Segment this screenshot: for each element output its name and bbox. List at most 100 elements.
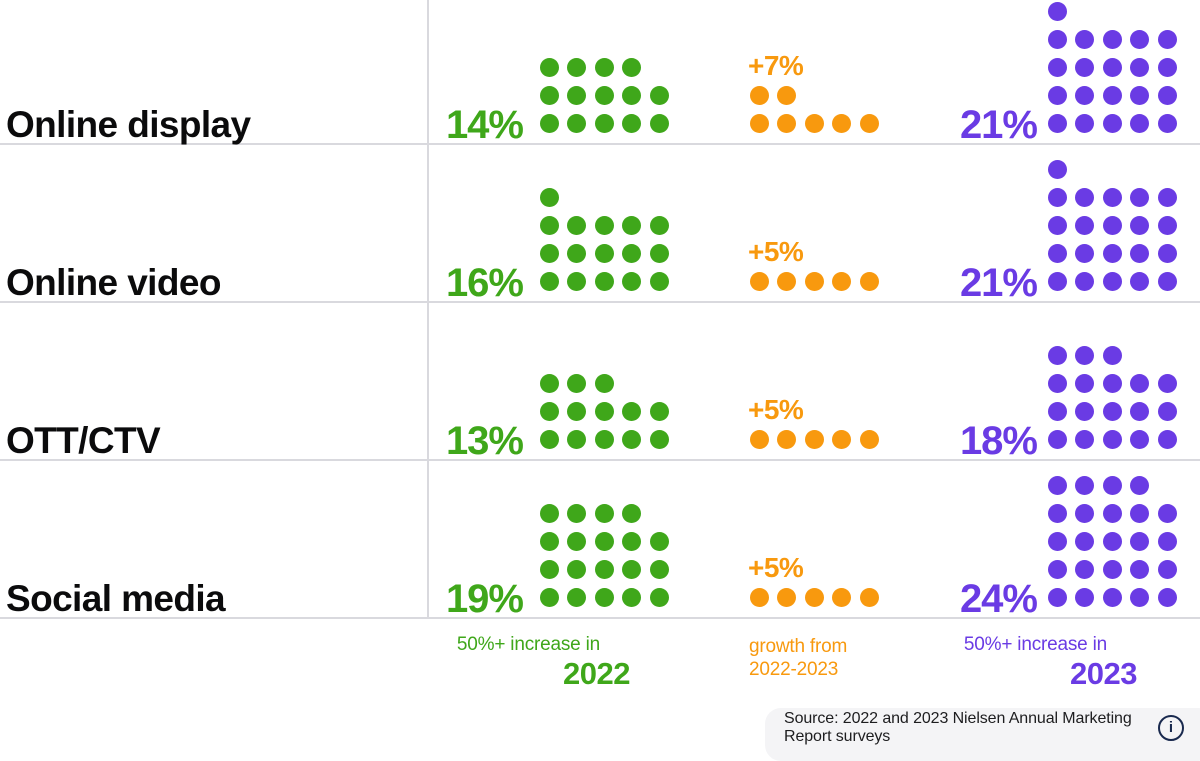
waffle-dot-2022	[594, 588, 614, 607]
waffle-dot-growth	[804, 430, 824, 449]
waffle-dot-2022	[594, 272, 614, 291]
growth-value: +5%	[748, 236, 804, 267]
waffle-dot-2023	[1157, 430, 1177, 449]
waffle-dot-2022	[622, 532, 642, 551]
waffle-dot-2022	[567, 272, 587, 291]
waffle-dot-2022	[540, 374, 559, 393]
waffle-dot-2022	[567, 588, 587, 607]
waffle-dot-growth	[777, 86, 797, 105]
pct-2022-value: 16%	[445, 261, 524, 305]
waffle-dot-2022	[649, 560, 669, 579]
waffle-dot-2023	[1048, 58, 1067, 77]
pct-2023-value: 21%	[959, 103, 1038, 147]
waffle-dot-2022	[649, 114, 669, 133]
waffle-dot-2023	[1157, 402, 1177, 421]
waffle-dot-2023	[1075, 114, 1095, 133]
waffle-dot-2022	[567, 430, 587, 449]
waffle-dot-2022	[649, 86, 669, 105]
waffle-dot-2023	[1130, 532, 1150, 551]
category-label: Social media	[6, 578, 226, 619]
waffle-dot-2022	[649, 588, 669, 607]
waffle-dot-2022	[594, 402, 614, 421]
category-label: Online video	[6, 262, 221, 303]
waffle-dot-2023	[1102, 504, 1122, 523]
waffle-dot-2023	[1130, 402, 1150, 421]
waffle-dot-growth	[777, 588, 797, 607]
waffle-dot-2023	[1102, 476, 1122, 495]
waffle-dot-2023	[1102, 346, 1122, 365]
waffle-dot-growth	[750, 430, 769, 449]
waffle-dot-2023	[1130, 114, 1150, 133]
waffle-dot-2022	[540, 244, 559, 263]
waffle-dot-2023	[1102, 560, 1122, 579]
waffle-dot-2022	[594, 86, 614, 105]
waffle-dot-2022	[622, 504, 642, 523]
source-footer: Source: 2022 and 2023 Nielsen Annual Mar…	[765, 708, 1200, 761]
waffle-dot-growth	[750, 588, 769, 607]
waffle-dot-2023	[1157, 504, 1177, 523]
waffle-dot-2022	[567, 216, 587, 235]
waffle-dot-2023	[1130, 216, 1150, 235]
waffle-dot-2023	[1130, 430, 1150, 449]
waffle-dot-2023	[1102, 188, 1122, 207]
waffle-dot-2023	[1048, 402, 1067, 421]
waffle-dot-2022	[567, 86, 587, 105]
waffle-dot-2022	[649, 402, 669, 421]
legend-2023-year: 2023	[1070, 656, 1137, 691]
waffle-dot-2022	[567, 402, 587, 421]
waffle-dot-2023	[1102, 272, 1122, 291]
waffle-dot-2022	[567, 374, 587, 393]
waffle-dot-2022	[594, 58, 614, 77]
waffle-dot-2022	[622, 114, 642, 133]
waffle-dot-2022	[622, 244, 642, 263]
waffle-dot-2023	[1048, 430, 1067, 449]
waffle-dot-growth	[832, 114, 852, 133]
waffle-dot-2022	[540, 588, 559, 607]
waffle-dot-2023	[1130, 86, 1150, 105]
waffle-dot-2023	[1075, 346, 1095, 365]
pct-2023-value: 18%	[959, 419, 1038, 463]
waffle-dot-2022	[567, 244, 587, 263]
info-icon[interactable]: i	[1158, 714, 1184, 741]
waffle-dot-2022	[622, 430, 642, 449]
waffle-dot-2022	[622, 588, 642, 607]
waffle-dot-2023	[1048, 560, 1067, 579]
waffle-dot-2023	[1075, 430, 1095, 449]
waffle-dot-2023	[1075, 244, 1095, 263]
growth-value: +5%	[748, 394, 804, 425]
waffle-dot-2022	[540, 504, 559, 523]
waffle-dot-growth	[777, 114, 797, 133]
pct-2023-value: 21%	[959, 261, 1038, 305]
waffle-dot-2022	[540, 86, 559, 105]
waffle-dot-2023	[1130, 504, 1150, 523]
waffle-dot-2022	[622, 560, 642, 579]
growth-value: +5%	[748, 552, 804, 583]
waffle-dot-2022	[540, 58, 559, 77]
waffle-dot-2022	[567, 532, 587, 551]
waffle-dot-2022	[540, 216, 559, 235]
waffle-dot-2023	[1157, 588, 1177, 607]
waffle-dot-2023	[1157, 532, 1177, 551]
row-divider	[0, 617, 1200, 619]
waffle-dot-2022	[622, 272, 642, 291]
waffle-dot-growth	[859, 114, 879, 133]
waffle-dot-2022	[649, 430, 669, 449]
waffle-dot-2023	[1048, 86, 1067, 105]
waffle-dot-2023	[1048, 160, 1067, 179]
waffle-dot-2023	[1157, 30, 1177, 49]
waffle-dot-2022	[649, 244, 669, 263]
waffle-dot-2023	[1102, 402, 1122, 421]
waffle-dot-growth	[859, 430, 879, 449]
waffle-dot-growth	[750, 86, 769, 105]
legend-2023-caption: 50%+ increase in	[963, 634, 1107, 655]
waffle-dot-2023	[1075, 188, 1095, 207]
waffle-dot-2022	[540, 272, 559, 291]
waffle-dot-growth	[804, 272, 824, 291]
waffle-dot-2023	[1102, 532, 1122, 551]
waffle-dot-2022	[594, 560, 614, 579]
waffle-dot-2023	[1048, 346, 1067, 365]
waffle-dot-2023	[1102, 588, 1122, 607]
waffle-dot-2023	[1130, 588, 1150, 607]
waffle-dot-2022	[540, 114, 559, 133]
waffle-dot-2023	[1102, 30, 1122, 49]
